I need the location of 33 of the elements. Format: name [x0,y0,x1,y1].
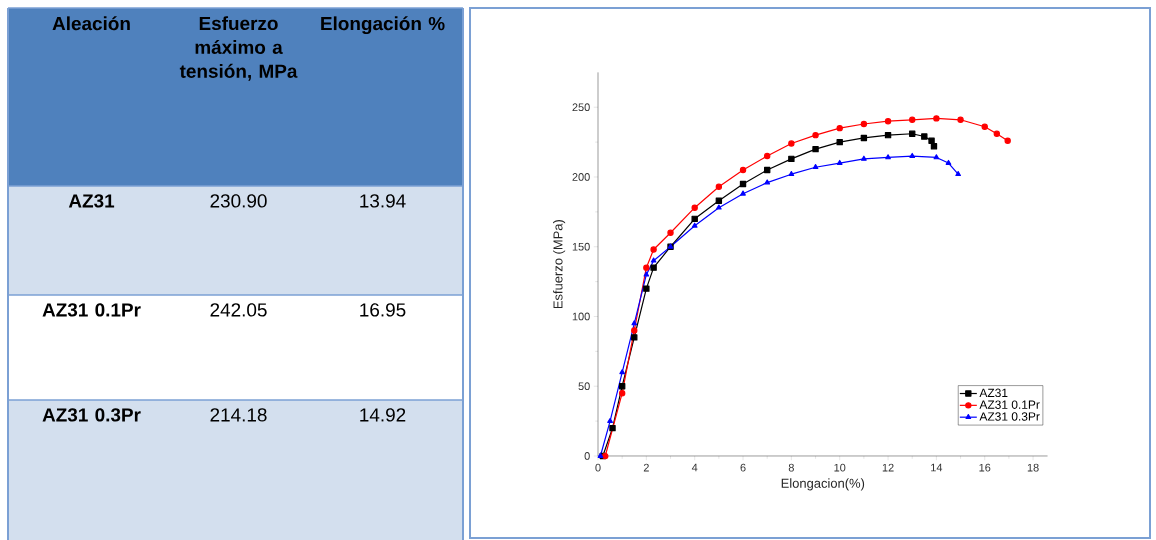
legend-label: AZ31 0.1Pr [979,400,1040,409]
text: 13.94 [360,194,406,208]
y-tick-label: 50 [578,382,590,391]
x-tick-label: 10 [834,463,846,472]
x-axis-title: Elongacion(%) [781,478,865,491]
x-tick-label: 0 [595,463,601,472]
text: 230.90 [210,194,267,208]
x-tick-label: 14 [931,463,943,472]
text: 14.92 [360,408,406,422]
legend-label: AZ31 [979,388,1008,398]
x-tick-label: 6 [740,463,746,472]
y-tick-label: 250 [572,103,590,112]
x-tick-label: 4 [691,463,698,472]
y-axis-title: Esfuerzo (MPa) [553,220,566,309]
x-tick-label: 12 [882,463,894,472]
text: AZ31 0.3Pr [42,408,141,422]
legend-label: AZ31 0.3Pr [979,412,1040,421]
text: Elongación % [321,16,445,35]
text: 242.05 [210,303,267,317]
text: AZ31 0.1Pr [42,303,141,317]
y-tick-label: 100 [572,312,590,321]
text: AZ31 [68,194,115,208]
text: 214.18 [210,408,267,422]
x-tick-label: 16 [979,463,991,472]
text: Aleación [52,16,130,31]
y-tick-label: 150 [572,242,590,251]
x-tick-label: 2 [643,463,649,472]
x-tick-label: 8 [788,463,794,472]
y-tick-label: 0 [584,452,590,460]
text: 16.95 [360,303,406,317]
text: Esfuerzo máximo a tensión, MPa [179,16,298,81]
x-tick-label: 18 [1027,463,1039,472]
y-tick-label: 200 [572,173,590,181]
